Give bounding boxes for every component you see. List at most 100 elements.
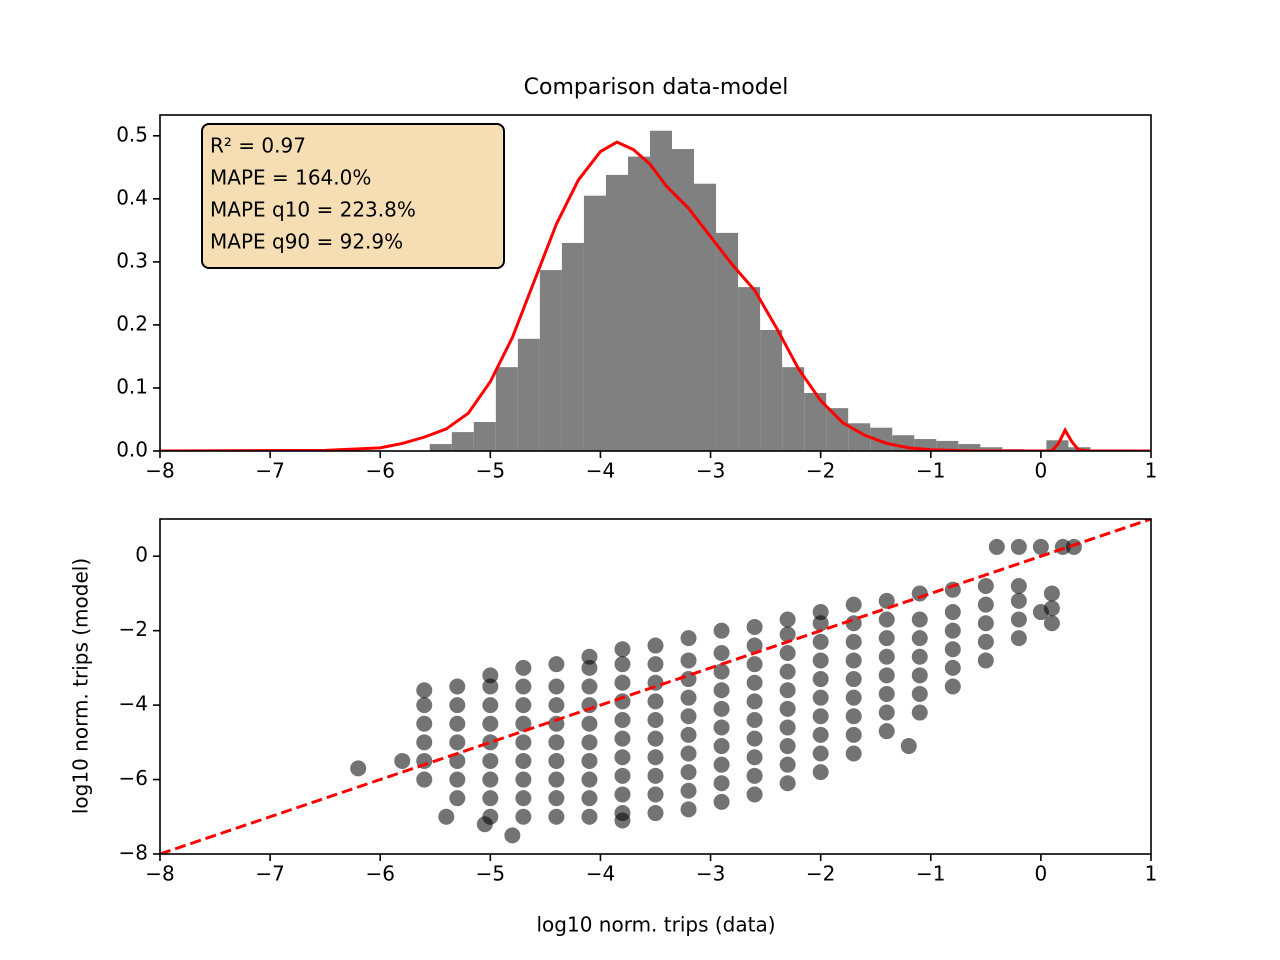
point xyxy=(944,641,961,658)
point xyxy=(614,749,631,766)
point xyxy=(548,808,565,825)
bar xyxy=(914,439,937,451)
point xyxy=(548,771,565,788)
point xyxy=(779,756,796,773)
point xyxy=(614,641,631,658)
point xyxy=(548,656,565,673)
point xyxy=(779,775,796,792)
x-tick-label: −1 xyxy=(916,459,945,483)
point xyxy=(713,793,730,810)
annotation-text: R² = 0.97 xyxy=(210,134,306,158)
point xyxy=(416,697,433,714)
point xyxy=(779,663,796,680)
point xyxy=(647,749,664,766)
y-tick-label: −6 xyxy=(119,766,148,790)
point xyxy=(878,592,895,609)
point xyxy=(515,790,532,807)
x-tick-label: 1 xyxy=(1145,862,1158,886)
point xyxy=(581,771,598,788)
y-tick-label: 0.3 xyxy=(116,248,148,272)
point xyxy=(746,618,763,635)
point xyxy=(482,771,499,788)
point xyxy=(911,667,928,684)
point xyxy=(647,730,664,747)
point xyxy=(614,693,631,710)
point xyxy=(515,771,532,788)
point xyxy=(812,671,829,688)
point xyxy=(476,816,493,833)
point xyxy=(911,648,928,665)
point xyxy=(746,656,763,673)
point xyxy=(779,682,796,699)
point xyxy=(548,678,565,695)
point xyxy=(680,764,697,781)
point xyxy=(812,615,829,632)
point xyxy=(680,652,697,669)
point xyxy=(680,708,697,725)
x-tick-label: −3 xyxy=(696,862,725,886)
axes-frame xyxy=(159,518,1152,855)
point xyxy=(515,752,532,769)
point xyxy=(812,764,829,781)
point xyxy=(1032,604,1049,621)
point xyxy=(713,738,730,755)
x-tick-label: −7 xyxy=(255,862,284,886)
plot-area xyxy=(160,519,1151,854)
bar xyxy=(517,338,540,451)
point xyxy=(878,704,895,721)
point xyxy=(548,790,565,807)
bar xyxy=(782,367,805,451)
point xyxy=(845,671,862,688)
point xyxy=(1043,585,1060,602)
point xyxy=(779,645,796,661)
annotation-text: MAPE = 164.0% xyxy=(210,166,371,190)
point xyxy=(1010,578,1027,594)
point xyxy=(482,752,499,769)
point xyxy=(581,697,598,714)
point xyxy=(845,745,862,762)
point xyxy=(581,715,598,732)
point xyxy=(911,704,928,721)
plot-area: R² = 0.97 MAPE = 164.0% MAPE q10 = 223.8% M… xyxy=(160,123,1151,451)
point xyxy=(350,760,367,777)
bar xyxy=(451,432,474,451)
point xyxy=(581,790,598,807)
point xyxy=(548,734,565,751)
point xyxy=(812,604,829,621)
bar xyxy=(649,130,673,451)
point xyxy=(647,767,664,784)
bar xyxy=(936,440,959,451)
x-tick-label: −8 xyxy=(145,459,174,483)
bar xyxy=(870,427,893,451)
point xyxy=(482,667,499,684)
bar xyxy=(958,444,981,451)
point xyxy=(515,808,532,825)
y-tick-label: 0.2 xyxy=(116,311,148,335)
point xyxy=(812,633,829,650)
point xyxy=(977,615,994,632)
point xyxy=(438,808,455,825)
y-tick-label: 0.5 xyxy=(116,122,148,146)
point xyxy=(944,678,961,695)
point xyxy=(449,771,466,788)
point xyxy=(746,637,763,654)
point xyxy=(416,771,433,788)
point xyxy=(878,667,895,684)
bar xyxy=(627,156,650,451)
point xyxy=(779,719,796,736)
point xyxy=(680,745,697,762)
point xyxy=(977,596,994,613)
point xyxy=(482,734,499,751)
bar xyxy=(716,232,739,451)
x-tick-label: −6 xyxy=(365,862,394,886)
point xyxy=(746,730,763,747)
point xyxy=(713,682,730,699)
bar xyxy=(672,149,695,451)
point xyxy=(845,652,862,669)
point xyxy=(845,633,862,650)
bar xyxy=(473,422,496,451)
point xyxy=(713,719,730,736)
x-tick-label: −7 xyxy=(255,459,284,483)
y-axis-label: log10 norm. trips (model) xyxy=(69,558,93,814)
point xyxy=(647,805,664,822)
